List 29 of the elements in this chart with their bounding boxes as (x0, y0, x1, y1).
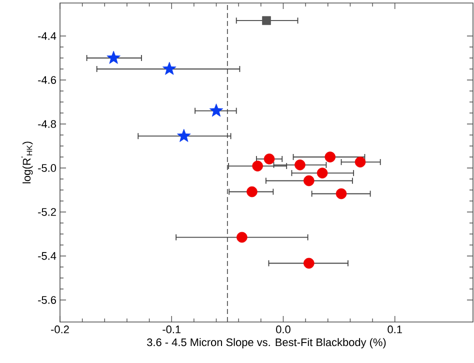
y-axis-title: log(R$^{'}$$_{HK}$) (21, 142, 33, 184)
point (262, 16, 271, 25)
x-tick-label: 0.1 (388, 326, 402, 334)
y-tick-label: -4.8 (38, 120, 56, 128)
x-axis-title: 3.6 - 4.5 Micron Slope vs. Best-Fit Blackbody (%) (147, 338, 386, 348)
y-tick-label: -4.4 (38, 32, 56, 40)
point (246, 186, 258, 198)
point (162, 62, 176, 75)
point (316, 168, 328, 178)
point (304, 175, 314, 186)
y-tick-label: -5.4 (38, 252, 56, 260)
point (264, 154, 275, 164)
x-tick-label: -0.1 (162, 326, 181, 334)
y-tick-label: -5.2 (38, 208, 56, 216)
y-tick-label: -4.6 (38, 76, 56, 84)
point (304, 258, 314, 269)
y-tick-label: -5.0 (38, 164, 56, 172)
x-tick-label: -0.2 (51, 326, 69, 334)
point (106, 50, 120, 64)
point (354, 156, 366, 168)
point (336, 188, 347, 200)
y-tick-label: -5.6 (38, 296, 56, 304)
point (294, 160, 306, 170)
point (209, 104, 224, 117)
point (177, 128, 191, 142)
x-tick-label: 0.0 (276, 326, 290, 334)
point (236, 232, 248, 243)
point (252, 160, 263, 172)
point (324, 152, 336, 162)
